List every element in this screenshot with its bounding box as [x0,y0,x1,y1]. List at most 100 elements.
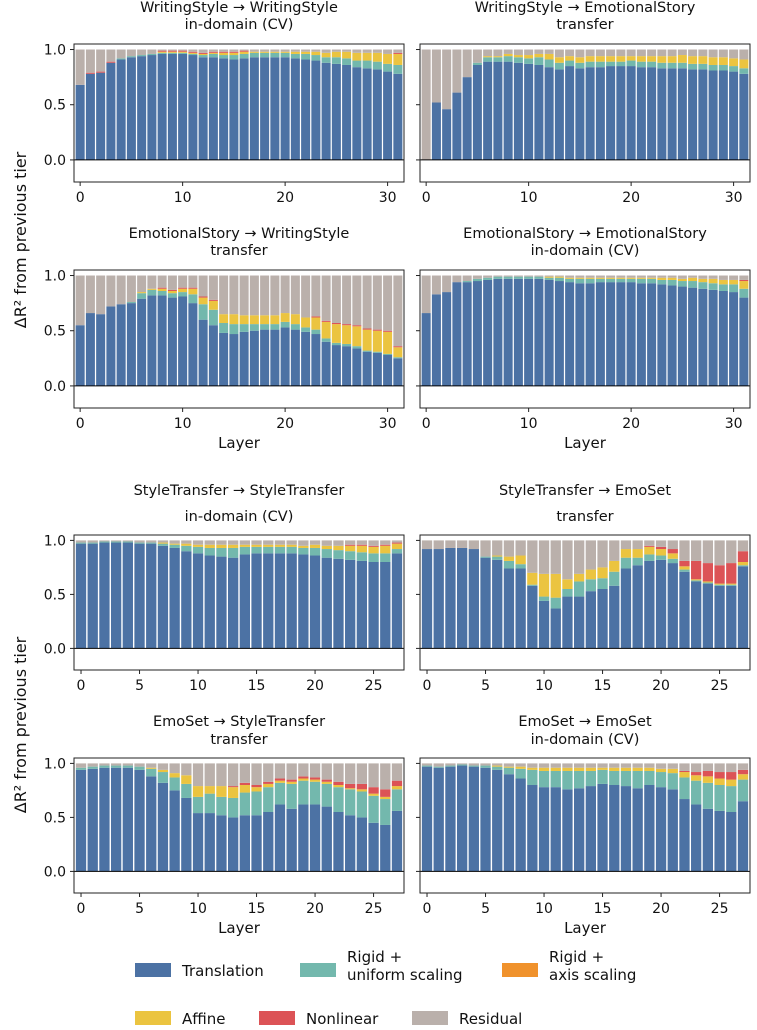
bar-segment [345,559,356,649]
bar-segment [708,289,718,386]
bar-segment [263,787,274,812]
bar-segment [657,68,667,160]
bar-segment [260,275,270,316]
bar-segment [702,770,714,777]
bar-segment [188,287,198,289]
bar-segment [655,549,667,556]
bar-segment [550,770,561,788]
bar-segment [393,64,403,74]
bar-segment [503,278,513,386]
bar-segment [554,281,564,386]
bar-segment [606,278,616,283]
bar-segment [192,763,204,787]
x-tick-label: 0 [76,190,85,206]
bar-segment [309,781,321,805]
bar-segment [462,282,472,386]
bar-segment [229,334,239,386]
bar-segment [356,552,368,561]
bar-segment [167,289,177,291]
bar-segment [167,49,177,51]
bar-segment [714,584,725,586]
bar-segment [503,568,515,649]
bar-segment [544,279,554,386]
bar-segment [146,763,157,768]
bar-segment [606,56,616,62]
bar-segment [480,540,491,557]
legend-label: Rigid + [549,948,604,966]
bar-segment [452,275,462,283]
bar-segment [391,786,403,790]
bar-segment [362,329,372,351]
bar-segment [702,782,714,809]
bar-segment [301,327,311,332]
bar-segment [493,57,503,62]
x-tick-label: 30 [725,190,743,206]
bar-segment [198,49,208,53]
bar-segment [667,285,677,386]
bar-segment [331,345,341,386]
bar-segment [513,62,523,160]
bar-segment [126,302,136,304]
bar-segment [433,767,444,872]
bar-segment [75,275,85,326]
bar-segment [393,52,403,54]
bar-segment [311,316,321,318]
bar-segment [657,49,667,57]
bar-segment [286,763,297,780]
bar-segment [122,541,133,543]
bar-segment [309,777,321,780]
bar-segment [301,275,311,318]
bar-segment [75,325,85,386]
bar-segment [75,763,87,768]
bar-segment [126,49,136,57]
bar-segment [667,563,678,649]
bar-segment [679,777,690,800]
bar-segment [691,772,702,776]
bar-segment [729,49,739,59]
panel-title: EmotionalStory → EmotionalStory [463,226,707,242]
bar-segment [616,277,626,279]
x-tick-label: 20 [622,190,640,206]
bar-segment [729,284,739,293]
bar-segment [286,546,297,554]
bar-segment [442,49,452,110]
bar-segment [472,62,482,65]
panel-subtitle: transfer [556,17,613,33]
bar-segment [229,59,239,160]
bar-segment [636,67,646,160]
panel-title: WritingStyle → EmotionalStory [475,0,696,16]
bar-segment [298,804,309,872]
bar-segment [632,770,643,789]
bar-segment [368,540,379,546]
bar-segment [216,763,227,787]
bar-segment [298,540,309,546]
bar-segment [188,288,198,295]
bar-segment [321,783,332,807]
bar-segment [345,783,356,789]
bar-segment [393,346,403,348]
bar-segment [298,554,309,649]
bar-segment [585,767,596,771]
bar-segment [290,49,300,52]
bar-segment [585,277,595,279]
bar-segment [116,59,126,160]
bar-segment [298,763,309,777]
bar-segment [565,275,575,278]
bar-segment [714,785,725,811]
bar-segment [356,763,368,784]
bar-segment [204,763,215,787]
bar-segment [391,543,403,550]
bar-segment [632,557,643,566]
bar-segment [106,306,116,386]
bar-segment [483,275,493,278]
bar-segment [708,64,718,71]
bar-segment [462,77,472,160]
bar-segment [178,49,188,51]
x-tick-label: 20 [276,190,294,206]
bar-segment [270,275,280,316]
bar-segment [644,540,655,546]
bar-segment [331,322,341,325]
bar-segment [270,324,280,330]
bar-segment [565,49,575,57]
